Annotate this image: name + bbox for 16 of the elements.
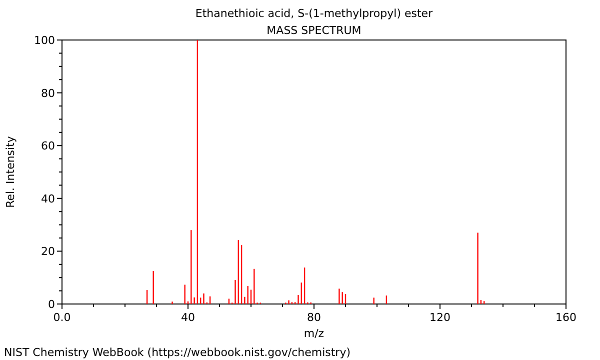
x-tick-label: 0.0 [53,311,71,324]
x-axis-title: m/z [304,327,324,340]
y-tick-label: 20 [41,245,55,258]
chart-subtitle: MASS SPECTRUM [266,24,362,37]
y-tick-label: 80 [41,86,55,100]
text: NIST Chemistry WebBook (https://webbook.nist.gov/chemistry) [4,346,350,359]
x-tick-label: 80 [307,311,321,324]
y-tick-label: 100 [34,34,55,47]
x-tick-label: 160 [556,311,576,324]
x-tick-label: 40 [181,311,195,324]
x-tick-label: 120 [430,311,450,324]
chart-title: Ethanethioic acid, S-(1-methylpropyl) ester [195,7,434,20]
y-tick-label: 60 [41,140,55,153]
y-axis-title: Rel. Intensity [4,136,17,208]
y-tick-label: 0 [48,298,55,311]
y-tick-label: 40 [41,192,55,206]
